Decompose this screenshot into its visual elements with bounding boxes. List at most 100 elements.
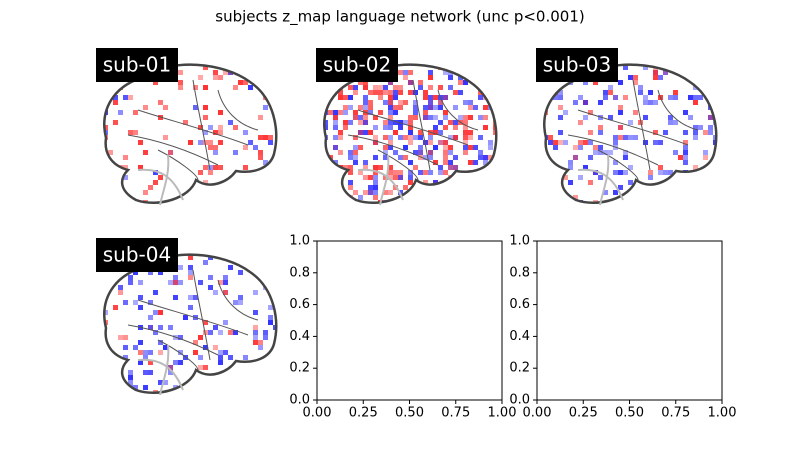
voxel: [443, 140, 448, 145]
voxel: [348, 155, 353, 160]
voxel: [628, 120, 633, 125]
voxel: [253, 335, 258, 340]
voxel: [588, 110, 593, 115]
voxel: [608, 115, 613, 120]
voxel: [358, 195, 363, 200]
voxel: [158, 175, 163, 180]
voxel: [388, 125, 393, 130]
voxel: [193, 340, 198, 345]
sulcus: [597, 149, 639, 181]
voxel: [388, 190, 393, 195]
voxel: [233, 150, 238, 155]
voxel: [378, 110, 383, 115]
voxel: [623, 150, 628, 155]
voxel: [428, 105, 433, 110]
voxel: [333, 135, 338, 140]
voxel: [143, 355, 148, 360]
voxel: [203, 105, 208, 110]
voxel: [153, 330, 158, 335]
voxel: [483, 155, 488, 160]
x-tick-label: 0.00: [523, 406, 552, 421]
voxel: [393, 130, 398, 135]
voxel: [418, 130, 423, 135]
voxel: [138, 340, 143, 345]
voxel: [588, 155, 593, 160]
voxel: [368, 105, 373, 110]
voxel: [138, 360, 143, 365]
voxel: [218, 130, 223, 135]
voxel: [243, 145, 248, 150]
voxel: [338, 110, 343, 115]
voxel: [373, 170, 378, 175]
voxel: [393, 110, 398, 115]
voxel: [433, 160, 438, 165]
voxel: [558, 90, 563, 95]
voxel: [618, 80, 623, 85]
voxel: [208, 285, 213, 290]
voxel: [628, 180, 633, 185]
voxel: [478, 155, 483, 160]
voxel: [233, 300, 238, 305]
x-tick-label: 0.75: [441, 406, 470, 421]
voxel: [138, 305, 143, 310]
y-tick-label: 0.4: [509, 329, 530, 344]
voxel: [598, 175, 603, 180]
voxel: [653, 100, 658, 105]
voxel: [553, 140, 558, 145]
voxel: [443, 95, 448, 100]
voxel: [173, 280, 178, 285]
voxel: [448, 135, 453, 140]
voxel: [148, 300, 153, 305]
voxel: [373, 165, 378, 170]
voxel: [363, 95, 368, 100]
voxel: [413, 110, 418, 115]
y-tick-label: 0.0: [509, 393, 530, 408]
voxel: [238, 270, 243, 275]
voxel: [373, 90, 378, 95]
voxel: [683, 150, 688, 155]
voxel: [608, 85, 613, 90]
voxel: [398, 100, 403, 105]
voxel: [418, 85, 423, 90]
voxel: [383, 190, 388, 195]
voxel: [268, 135, 273, 140]
voxel: [488, 145, 493, 150]
voxel: [213, 165, 218, 170]
sulcus: [217, 89, 259, 131]
voxel: [388, 80, 393, 85]
voxel: [213, 70, 218, 75]
voxel: [393, 175, 398, 180]
voxel: [168, 150, 173, 155]
voxel: [258, 345, 263, 350]
voxel: [188, 265, 193, 270]
voxel: [403, 70, 408, 75]
voxel: [413, 135, 418, 140]
voxel: [488, 155, 493, 160]
voxel: [448, 160, 453, 165]
voxel: [478, 150, 483, 155]
voxel: [573, 155, 578, 160]
voxel: [678, 155, 683, 160]
voxel: [433, 145, 438, 150]
voxel: [363, 85, 368, 90]
voxel: [433, 125, 438, 130]
label-text: sub-04: [103, 243, 171, 267]
voxel: [233, 330, 238, 335]
voxel: [468, 130, 473, 135]
voxel: [463, 115, 468, 120]
voxel: [148, 315, 153, 320]
voxel: [648, 90, 653, 95]
x-tick-label: 0.00: [303, 406, 332, 421]
voxel: [203, 140, 208, 145]
panel-label: sub-01: [96, 48, 178, 82]
voxel: [383, 125, 388, 130]
voxel: [223, 320, 228, 325]
voxel: [218, 355, 223, 360]
voxel: [583, 165, 588, 170]
voxel: [618, 185, 623, 190]
voxel: [213, 290, 218, 295]
voxel: [193, 105, 198, 110]
axes-frame: [536, 240, 723, 401]
voxel: [198, 125, 203, 130]
voxel: [638, 85, 643, 90]
